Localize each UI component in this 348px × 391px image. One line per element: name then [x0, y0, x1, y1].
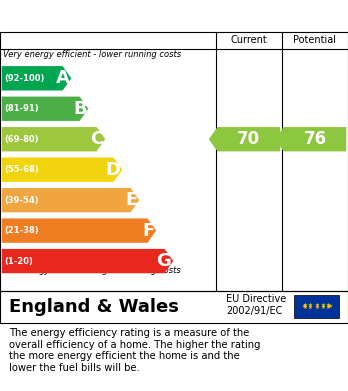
Text: ★: ★ — [308, 303, 313, 308]
Text: ★: ★ — [321, 305, 326, 310]
Text: ★: ★ — [308, 305, 313, 310]
Text: Current: Current — [230, 36, 267, 45]
Text: 76: 76 — [303, 130, 326, 148]
Text: (1-20): (1-20) — [4, 256, 33, 265]
Polygon shape — [2, 66, 71, 90]
Polygon shape — [275, 127, 346, 151]
Text: ★: ★ — [314, 305, 319, 310]
Text: Not energy efficient - higher running costs: Not energy efficient - higher running co… — [3, 266, 181, 275]
Text: (39-54): (39-54) — [4, 196, 39, 204]
Text: C: C — [90, 130, 104, 148]
Text: G: G — [157, 252, 172, 270]
Text: Potential: Potential — [293, 36, 337, 45]
Polygon shape — [2, 188, 139, 212]
Text: F: F — [142, 222, 155, 240]
Text: (81-91): (81-91) — [4, 104, 39, 113]
Text: ★: ★ — [314, 303, 319, 308]
Polygon shape — [2, 158, 122, 182]
Text: B: B — [73, 100, 87, 118]
Text: Very energy efficient - lower running costs: Very energy efficient - lower running co… — [3, 50, 182, 59]
Text: (69-80): (69-80) — [4, 135, 39, 144]
Text: ★: ★ — [325, 303, 330, 308]
Text: ★: ★ — [303, 303, 308, 308]
Text: (92-100): (92-100) — [4, 74, 45, 83]
Text: ★: ★ — [327, 304, 332, 309]
Text: ★: ★ — [321, 303, 326, 308]
Text: (21-38): (21-38) — [4, 226, 39, 235]
Polygon shape — [209, 127, 280, 151]
Text: A: A — [56, 69, 70, 87]
Polygon shape — [2, 97, 88, 121]
Text: ★: ★ — [303, 305, 308, 310]
Text: EU Directive
2002/91/EC: EU Directive 2002/91/EC — [226, 294, 286, 316]
Text: England & Wales: England & Wales — [9, 298, 179, 316]
Text: (55-68): (55-68) — [4, 165, 39, 174]
Text: ★: ★ — [301, 304, 306, 309]
Text: The energy efficiency rating is a measure of the
overall efficiency of a home. T: The energy efficiency rating is a measur… — [9, 328, 260, 373]
Bar — [294, 295, 339, 318]
Polygon shape — [2, 249, 173, 273]
Text: D: D — [105, 161, 120, 179]
Text: E: E — [125, 191, 137, 209]
Text: Energy Efficiency Rating: Energy Efficiency Rating — [9, 7, 238, 25]
Text: 70: 70 — [237, 130, 260, 148]
Text: ★: ★ — [325, 305, 330, 310]
Polygon shape — [2, 127, 105, 151]
Polygon shape — [2, 219, 156, 243]
